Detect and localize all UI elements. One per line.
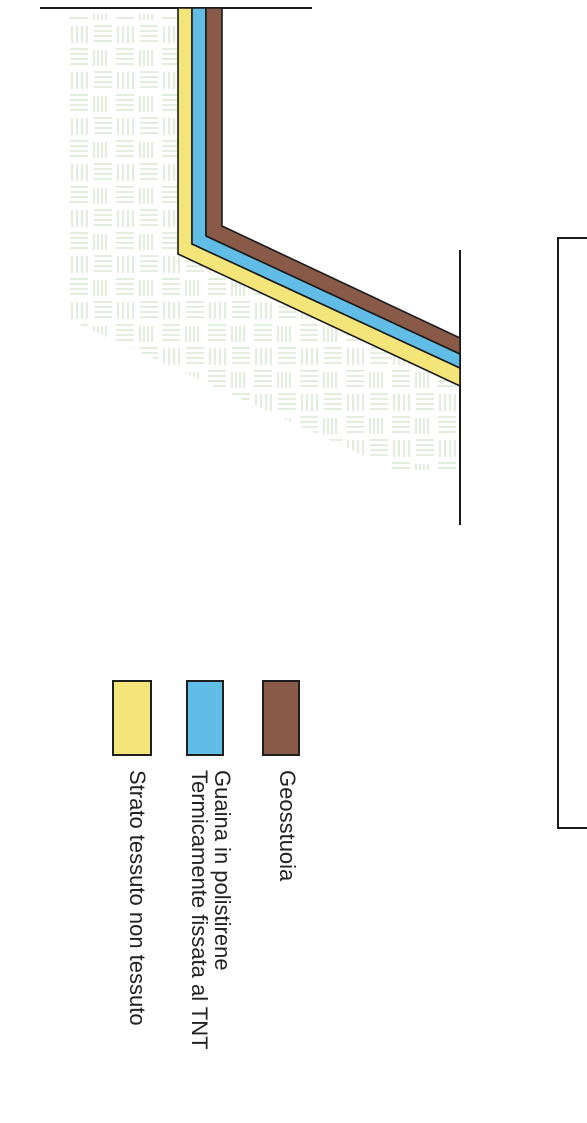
legend-label-tnt: Strato tessuto non tessuto bbox=[125, 770, 150, 1026]
legend-label-geostuoia: Geosstuoia bbox=[275, 770, 300, 882]
title-frame bbox=[557, 237, 587, 829]
legend-swatch-geostuoia bbox=[262, 680, 300, 756]
legend-swatch-tnt bbox=[112, 680, 152, 756]
legend-label-polystyrene-1: Guaina in polistirene bbox=[210, 770, 235, 971]
legend-swatch-polystyrene bbox=[186, 680, 224, 756]
soil-hatch bbox=[70, 14, 460, 470]
title-fragment: C. I. I bbox=[580, 520, 587, 601]
legend-label-polystyrene-2: Termicamente fissata al TNT bbox=[187, 770, 212, 1050]
geostuoia-layer bbox=[205, 7, 461, 356]
